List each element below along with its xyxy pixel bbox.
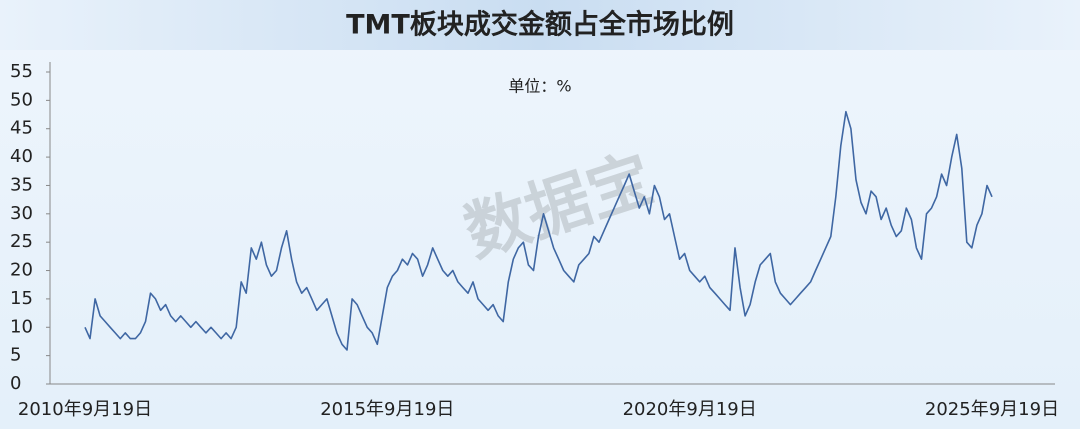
data-line — [84, 110, 993, 351]
y-tick-label: 10 — [10, 316, 33, 337]
y-tick-label: 40 — [10, 146, 33, 167]
y-tick-label: 25 — [10, 231, 33, 252]
y-tick-label: 35 — [10, 174, 33, 195]
y-tick-label: 30 — [10, 203, 33, 224]
y-tick-label: 45 — [10, 118, 33, 139]
title-band — [0, 0, 1080, 50]
x-tick-label: 2015年9月19日 — [320, 399, 454, 420]
chart-title: TMT板块成交金额占全市场比例 — [346, 9, 734, 41]
y-tick-label: 50 — [10, 89, 33, 110]
x-tick-label: 2010年9月19日 — [18, 399, 152, 420]
y-tick-label: 5 — [10, 345, 21, 366]
y-tick-label: 20 — [10, 260, 33, 281]
y-tick-label: 55 — [10, 61, 33, 82]
x-tick-label: 2020年9月19日 — [623, 399, 757, 420]
y-tick-label: 15 — [10, 288, 33, 309]
unit-label: 单位：% — [508, 77, 571, 96]
x-tick-label: 2025年9月19日 — [925, 399, 1059, 420]
y-tick-label: 0 — [10, 373, 21, 394]
